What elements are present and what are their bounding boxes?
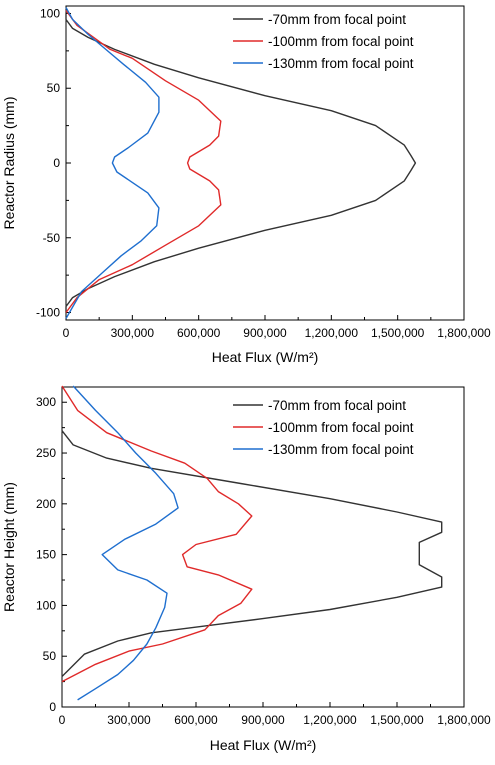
series-line-1: [65, 13, 417, 313]
y-tick-label: 0: [49, 700, 56, 714]
y-tick-label: 50: [47, 81, 61, 95]
x-tick-label: 1,800,000: [437, 326, 491, 340]
series-line-3: [72, 385, 179, 701]
y-tick-label: 300: [36, 395, 56, 409]
series-line-2: [61, 385, 253, 683]
series-line-1: [61, 430, 443, 677]
legend-label: -100mm from focal point: [268, 34, 414, 49]
x-tick-label: 1,200,000: [305, 326, 359, 340]
y-tick-label: 150: [36, 548, 56, 562]
y-axis-title: Reactor Height (mm): [1, 482, 17, 612]
series-line-2: [65, 10, 222, 313]
y-axis-title: Reactor Radius (mm): [1, 96, 17, 229]
y-tick-label: 100: [36, 598, 56, 612]
legend-label: -70mm from focal point: [268, 12, 406, 27]
legend-label: -70mm from focal point: [268, 398, 406, 413]
x-tick-label: 600,000: [177, 326, 221, 340]
y-tick-label: -100: [36, 306, 60, 320]
x-tick-label: 600,000: [174, 713, 218, 727]
x-tick-label: 1,500,000: [371, 326, 425, 340]
y-tick-label: 100: [40, 6, 60, 20]
x-tick-label: 1,200,000: [303, 713, 357, 727]
series-line-3: [65, 7, 160, 319]
x-tick-label: 300,000: [111, 326, 155, 340]
y-tick-label: 250: [36, 446, 56, 460]
x-tick-label: 900,000: [243, 326, 287, 340]
x-tick-label: 1,800,000: [437, 713, 491, 727]
y-tick-label: 50: [43, 649, 57, 663]
y-tick-label: -50: [43, 231, 61, 245]
x-tick-label: 1,500,000: [370, 713, 424, 727]
y-tick-label: 0: [53, 156, 60, 170]
plot-frame: [61, 386, 465, 708]
x-tick-label: 900,000: [241, 713, 285, 727]
x-tick-label: 0: [63, 326, 70, 340]
y-tick-label: 200: [36, 497, 56, 511]
x-tick-label: 0: [59, 713, 66, 727]
x-tick-label: 300,000: [107, 713, 151, 727]
legend-label: -130mm from focal point: [268, 442, 414, 457]
legend-label: -100mm from focal point: [268, 420, 414, 435]
x-axis-title: Heat Flux (W/m²): [212, 349, 319, 365]
legend-label: -130mm from focal point: [268, 56, 414, 71]
x-axis-title: Heat Flux (W/m²): [210, 737, 317, 753]
